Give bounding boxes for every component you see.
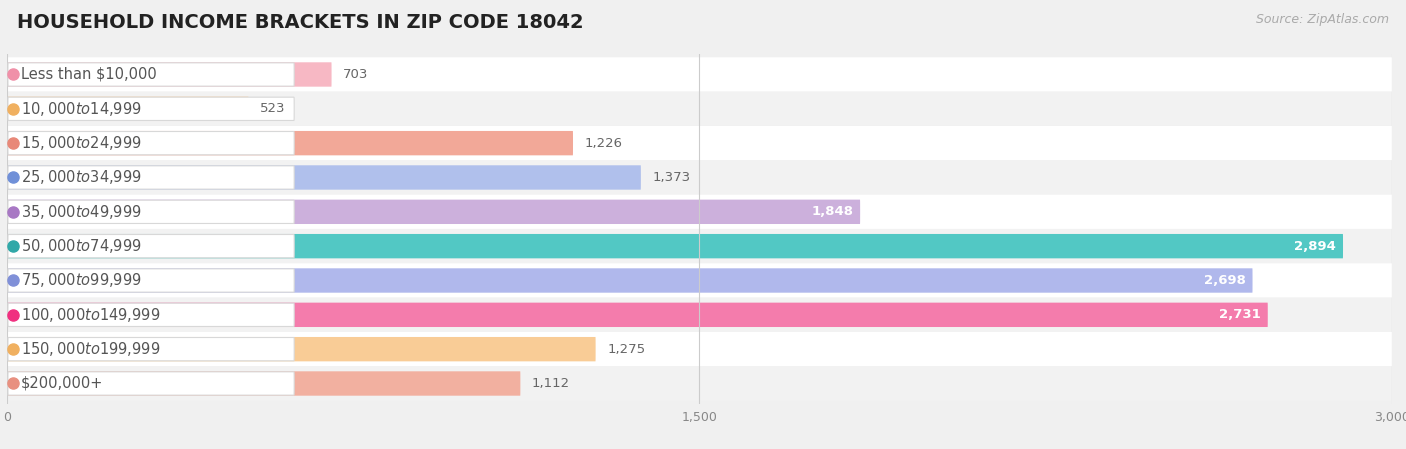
FancyBboxPatch shape	[7, 160, 1392, 195]
FancyBboxPatch shape	[8, 166, 294, 189]
FancyBboxPatch shape	[8, 269, 294, 292]
FancyBboxPatch shape	[8, 338, 294, 361]
Text: HOUSEHOLD INCOME BRACKETS IN ZIP CODE 18042: HOUSEHOLD INCOME BRACKETS IN ZIP CODE 18…	[17, 13, 583, 32]
FancyBboxPatch shape	[7, 371, 520, 396]
FancyBboxPatch shape	[8, 372, 294, 395]
Text: $100,000 to $149,999: $100,000 to $149,999	[21, 306, 160, 324]
FancyBboxPatch shape	[7, 234, 1343, 258]
Text: 523: 523	[260, 102, 285, 115]
FancyBboxPatch shape	[7, 97, 249, 121]
FancyBboxPatch shape	[8, 303, 294, 326]
FancyBboxPatch shape	[8, 97, 294, 120]
Text: $50,000 to $74,999: $50,000 to $74,999	[21, 237, 142, 255]
FancyBboxPatch shape	[7, 200, 860, 224]
Text: 703: 703	[343, 68, 368, 81]
FancyBboxPatch shape	[7, 126, 1392, 160]
Text: 1,226: 1,226	[585, 136, 623, 150]
FancyBboxPatch shape	[7, 57, 1392, 92]
Text: 2,698: 2,698	[1204, 274, 1246, 287]
Text: Source: ZipAtlas.com: Source: ZipAtlas.com	[1256, 13, 1389, 26]
Text: $10,000 to $14,999: $10,000 to $14,999	[21, 100, 142, 118]
FancyBboxPatch shape	[7, 303, 1268, 327]
FancyBboxPatch shape	[7, 62, 332, 87]
FancyBboxPatch shape	[8, 63, 294, 86]
Text: Less than $10,000: Less than $10,000	[21, 67, 156, 82]
FancyBboxPatch shape	[7, 131, 574, 155]
Text: $25,000 to $34,999: $25,000 to $34,999	[21, 168, 142, 186]
FancyBboxPatch shape	[7, 165, 641, 189]
Text: 1,112: 1,112	[531, 377, 569, 390]
Text: $200,000+: $200,000+	[21, 376, 103, 391]
FancyBboxPatch shape	[7, 298, 1392, 332]
FancyBboxPatch shape	[8, 132, 294, 155]
Text: $35,000 to $49,999: $35,000 to $49,999	[21, 203, 142, 221]
Text: 2,731: 2,731	[1219, 308, 1261, 321]
FancyBboxPatch shape	[7, 332, 1392, 366]
FancyBboxPatch shape	[7, 337, 596, 361]
FancyBboxPatch shape	[8, 234, 294, 258]
Text: $15,000 to $24,999: $15,000 to $24,999	[21, 134, 142, 152]
FancyBboxPatch shape	[8, 200, 294, 224]
Text: 1,275: 1,275	[607, 343, 645, 356]
FancyBboxPatch shape	[7, 229, 1392, 263]
Text: $150,000 to $199,999: $150,000 to $199,999	[21, 340, 160, 358]
Text: $75,000 to $99,999: $75,000 to $99,999	[21, 272, 142, 290]
FancyBboxPatch shape	[7, 195, 1392, 229]
Text: 2,894: 2,894	[1294, 240, 1336, 253]
Text: 1,848: 1,848	[811, 205, 853, 218]
Text: 1,373: 1,373	[652, 171, 690, 184]
FancyBboxPatch shape	[7, 263, 1392, 298]
FancyBboxPatch shape	[7, 366, 1392, 401]
FancyBboxPatch shape	[7, 92, 1392, 126]
FancyBboxPatch shape	[7, 269, 1253, 293]
